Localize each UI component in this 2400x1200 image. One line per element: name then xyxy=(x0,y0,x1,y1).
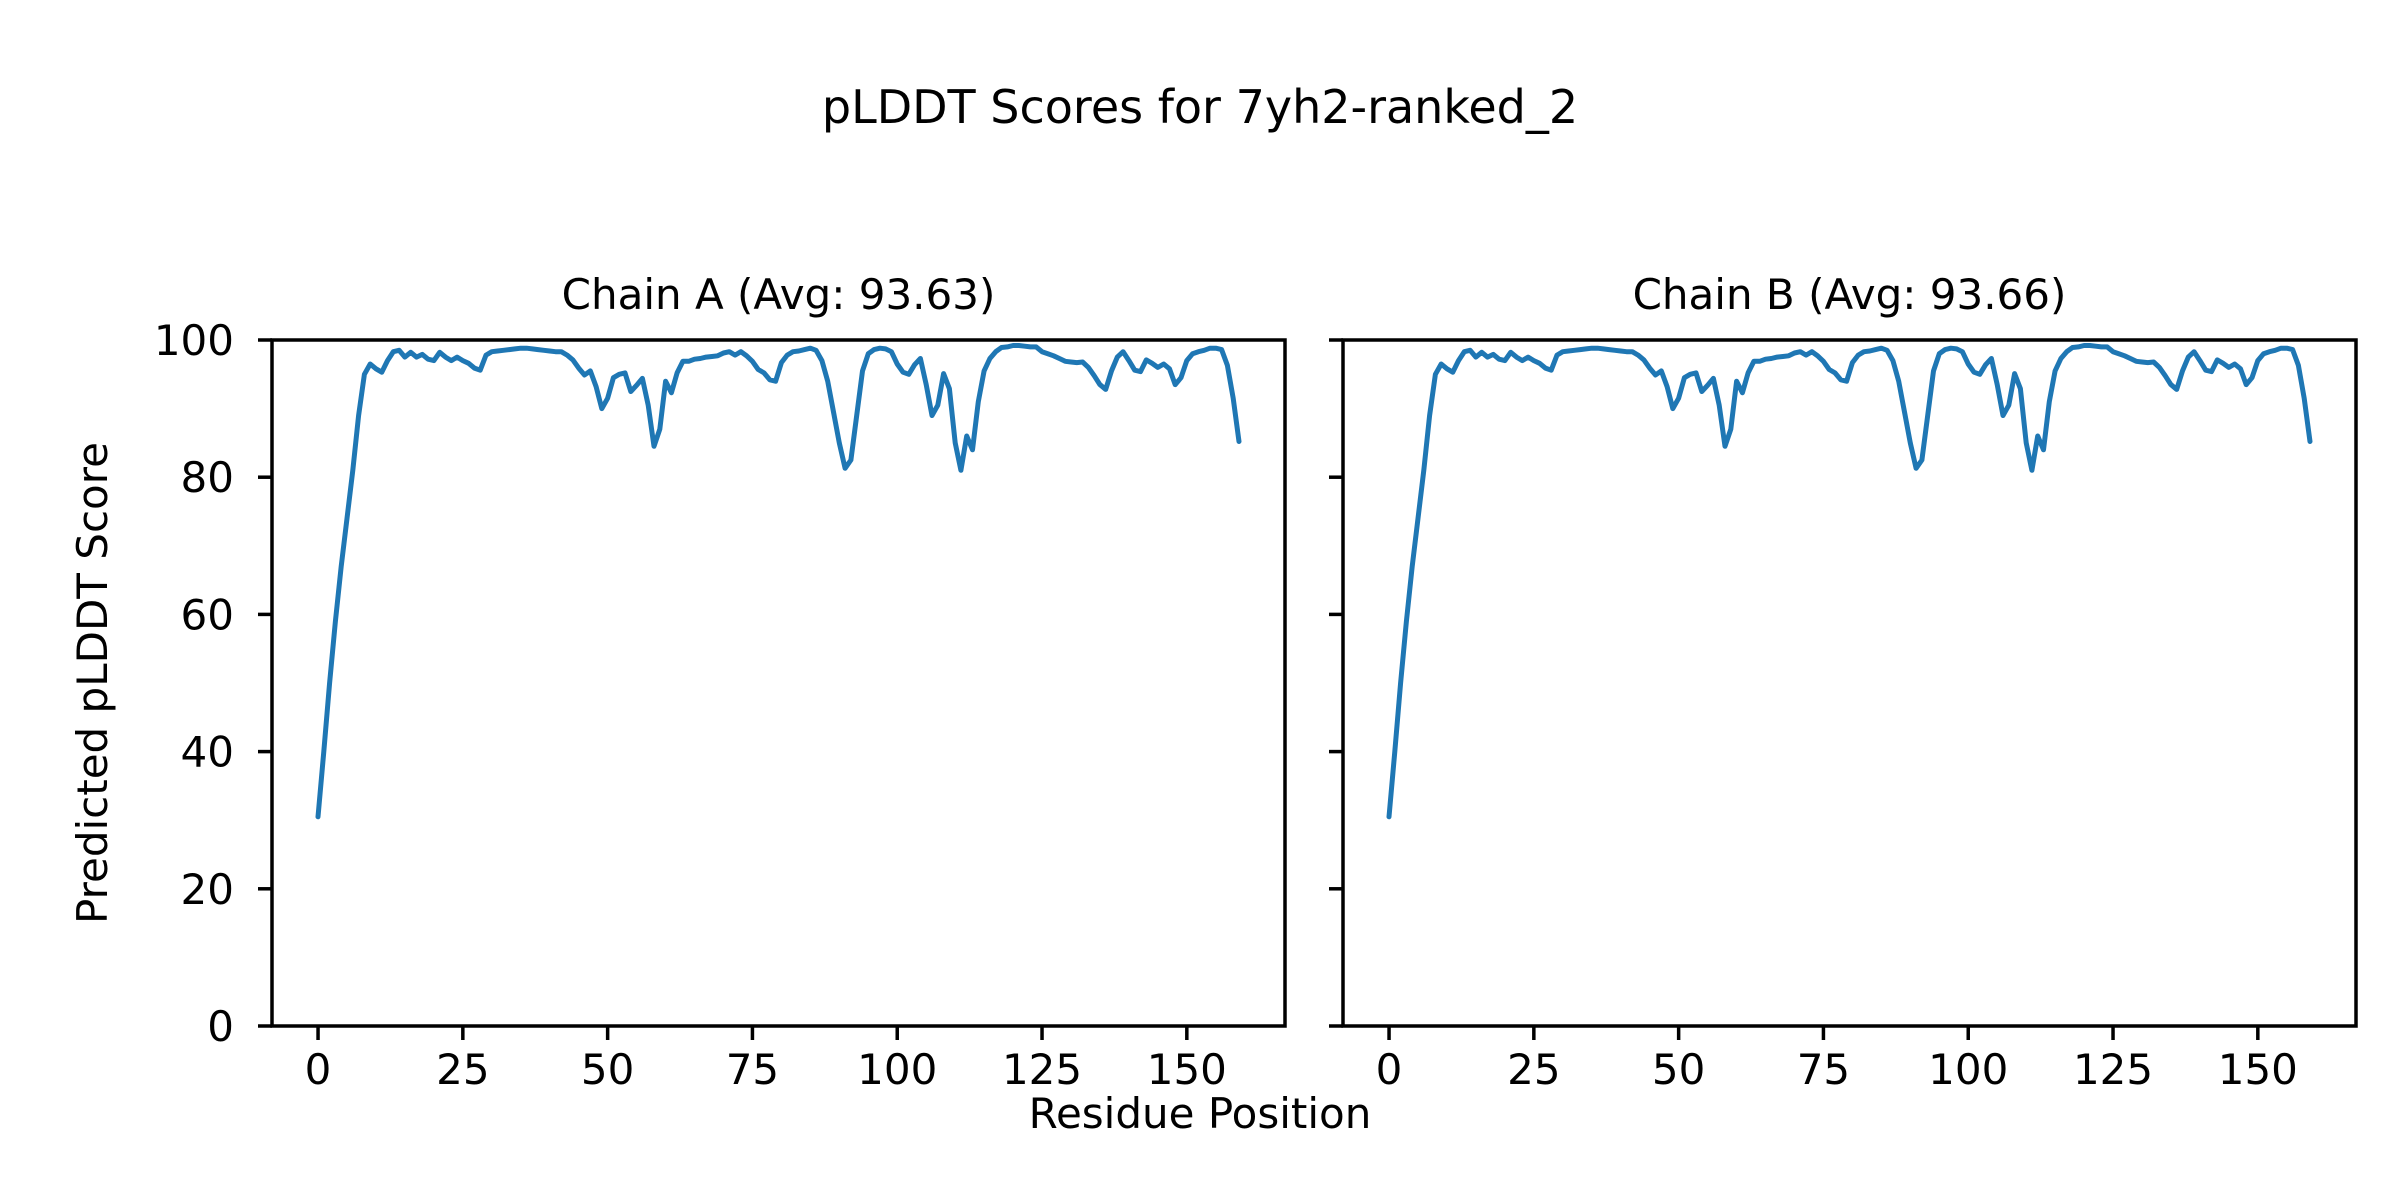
axes-spines xyxy=(270,338,1287,1028)
x-tick-label: 125 xyxy=(2073,1045,2153,1094)
y-tick-label: 40 xyxy=(181,728,234,777)
x-tick-label: 50 xyxy=(581,1045,634,1094)
chain-b-title: Chain B (Avg: 93.66) xyxy=(1632,270,2067,319)
x-tick-label: 100 xyxy=(857,1045,937,1094)
y-tick-label: 0 xyxy=(207,1002,234,1051)
y-axis-label: Predicted pLDDT Score xyxy=(68,442,117,924)
y-tick-label: 20 xyxy=(181,865,234,914)
chain-a-plot: 0 25 50 75 100 125 150 0 20 40 60 80 100 xyxy=(154,316,1287,1094)
x-tick-label: 25 xyxy=(1507,1045,1560,1094)
x-tick-label: 100 xyxy=(1928,1045,2008,1094)
x-tick-label: 125 xyxy=(1002,1045,1082,1094)
x-tick-label: 0 xyxy=(1376,1045,1403,1094)
y-tick-label: 60 xyxy=(181,590,234,639)
x-tick-label: 25 xyxy=(436,1045,489,1094)
x-axis-label: Residue Position xyxy=(1028,1089,1372,1138)
x-tick-label: 75 xyxy=(726,1045,779,1094)
y-tick-label: 80 xyxy=(181,453,234,502)
chain-a-title: Chain A (Avg: 93.63) xyxy=(561,270,996,319)
axes-spines xyxy=(1341,338,2358,1028)
x-tick-label: 75 xyxy=(1797,1045,1850,1094)
y-tick-label: 100 xyxy=(154,316,234,365)
chain-b-plot: 0 25 50 75 100 125 150 xyxy=(1329,338,2358,1094)
plddt-line-chain-a xyxy=(315,343,1242,820)
x-tick-label: 150 xyxy=(1147,1045,1227,1094)
x-tick-label: 50 xyxy=(1652,1045,1705,1094)
plddt-line-chain-b xyxy=(1386,343,2313,820)
x-tick-label: 0 xyxy=(305,1045,332,1094)
figure-title: pLDDT Scores for 7yh2-ranked_2 xyxy=(821,80,1579,134)
x-tick-label: 150 xyxy=(2218,1045,2298,1094)
